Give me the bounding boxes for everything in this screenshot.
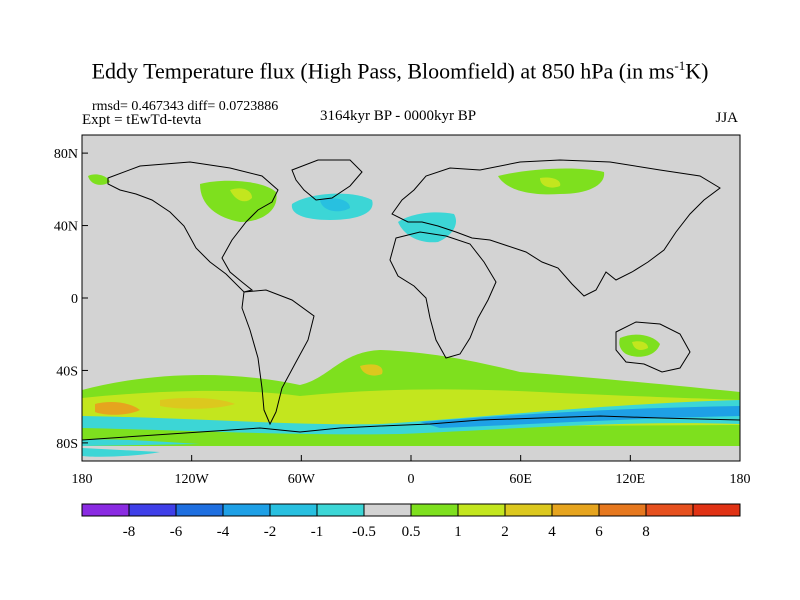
coastline-africa bbox=[389, 231, 497, 359]
coastline-australia bbox=[615, 321, 691, 373]
colorbar-swatch bbox=[269, 503, 318, 517]
map-panel: 80N 40N 0 40S 80S 180 120W 60W 0 60E 120E 180 bbox=[54, 134, 751, 487]
latitude-axis: 80N 40N 0 40S 80S bbox=[54, 147, 88, 452]
lon-tick-label: 180 bbox=[730, 472, 751, 487]
colorbar-label: -0.5 bbox=[352, 524, 376, 540]
anomaly-region bbox=[360, 364, 383, 376]
colorbar-swatch bbox=[692, 503, 741, 517]
experiment-label: Expt = tEwTd-tevta bbox=[82, 112, 202, 128]
anomaly-region bbox=[88, 174, 110, 185]
coastline-eurasia bbox=[391, 159, 721, 297]
anomaly-region bbox=[82, 448, 160, 457]
stats-text: rmsd= 0.467343 diff= 0.0723886 bbox=[92, 99, 279, 114]
lon-tick-label: 120E bbox=[616, 472, 646, 487]
colorbar-label: 4 bbox=[548, 524, 556, 540]
colorbar-swatch bbox=[175, 503, 224, 517]
colorbar-label: 1 bbox=[454, 524, 462, 540]
lat-tick-label: 40N bbox=[54, 220, 78, 235]
chart-title: Eddy Temperature flux (High Pass, Bloomf… bbox=[91, 58, 709, 84]
colorbar-swatch bbox=[363, 503, 412, 517]
anomaly-region bbox=[82, 400, 740, 435]
colorbar-label: 8 bbox=[642, 524, 650, 540]
colorbar-label: 6 bbox=[595, 524, 603, 540]
colorbar-label: -4 bbox=[217, 524, 230, 540]
colorbar-label: -6 bbox=[170, 524, 183, 540]
colorbar-swatch bbox=[222, 503, 271, 517]
colorbar: -8 -6 -4 -2 -1 -0.5 0.5 1 2 4 6 8 bbox=[81, 503, 741, 540]
anomaly-region bbox=[320, 198, 350, 212]
colorbar-swatch bbox=[598, 503, 647, 517]
colorbar-label: 0.5 bbox=[402, 524, 421, 540]
colorbar-label: -1 bbox=[311, 524, 324, 540]
period-label: 3164kyr BP - 0000kyr BP bbox=[320, 108, 477, 124]
anomaly-region bbox=[82, 439, 200, 446]
lon-tick-label: 120W bbox=[175, 472, 210, 487]
colorbar-swatch bbox=[457, 503, 506, 517]
lat-tick-label: 80S bbox=[56, 437, 78, 452]
colorbar-swatch bbox=[551, 503, 600, 517]
colorbar-label: -8 bbox=[123, 524, 136, 540]
anomaly-region bbox=[540, 177, 561, 188]
lon-tick-label: 180 bbox=[72, 472, 93, 487]
anomaly-region bbox=[632, 341, 648, 350]
coastline-greenland bbox=[291, 159, 363, 201]
colorbar-label: -2 bbox=[264, 524, 277, 540]
colorbar-swatch bbox=[316, 503, 365, 517]
coastlines bbox=[81, 159, 741, 441]
anomaly-region bbox=[230, 188, 252, 202]
colorbar-swatch bbox=[410, 503, 459, 517]
coastline-north-america bbox=[107, 161, 279, 293]
colorbar-swatch bbox=[504, 503, 553, 517]
anomaly-region bbox=[160, 397, 235, 409]
lon-tick-label: 60E bbox=[509, 472, 532, 487]
anomaly-region bbox=[200, 180, 277, 222]
lon-tick-label: 60W bbox=[288, 472, 316, 487]
anomaly-region bbox=[82, 432, 740, 446]
season-label: JJA bbox=[715, 110, 738, 126]
colorbar-swatch bbox=[645, 503, 694, 517]
colorbar-label: 2 bbox=[501, 524, 509, 540]
colorbar-swatch bbox=[81, 503, 130, 517]
lat-tick-label: 0 bbox=[71, 292, 78, 307]
colorbar-swatch bbox=[128, 503, 177, 517]
coastline-antarctica bbox=[81, 415, 741, 441]
longitude-axis: 180 120W 60W 0 60E 120E 180 bbox=[72, 455, 751, 487]
lat-tick-label: 80N bbox=[54, 147, 78, 162]
anomaly-region bbox=[95, 402, 140, 415]
coastline-south-america bbox=[241, 289, 315, 426]
lon-tick-label: 0 bbox=[408, 472, 415, 487]
lat-tick-label: 40S bbox=[56, 364, 78, 379]
